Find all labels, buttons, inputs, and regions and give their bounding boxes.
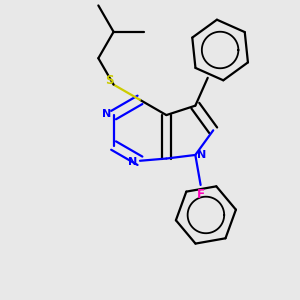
Text: S: S	[106, 74, 114, 87]
Text: N: N	[128, 157, 137, 166]
Text: F: F	[196, 188, 205, 201]
Text: N: N	[196, 150, 206, 160]
Text: N: N	[101, 109, 111, 119]
